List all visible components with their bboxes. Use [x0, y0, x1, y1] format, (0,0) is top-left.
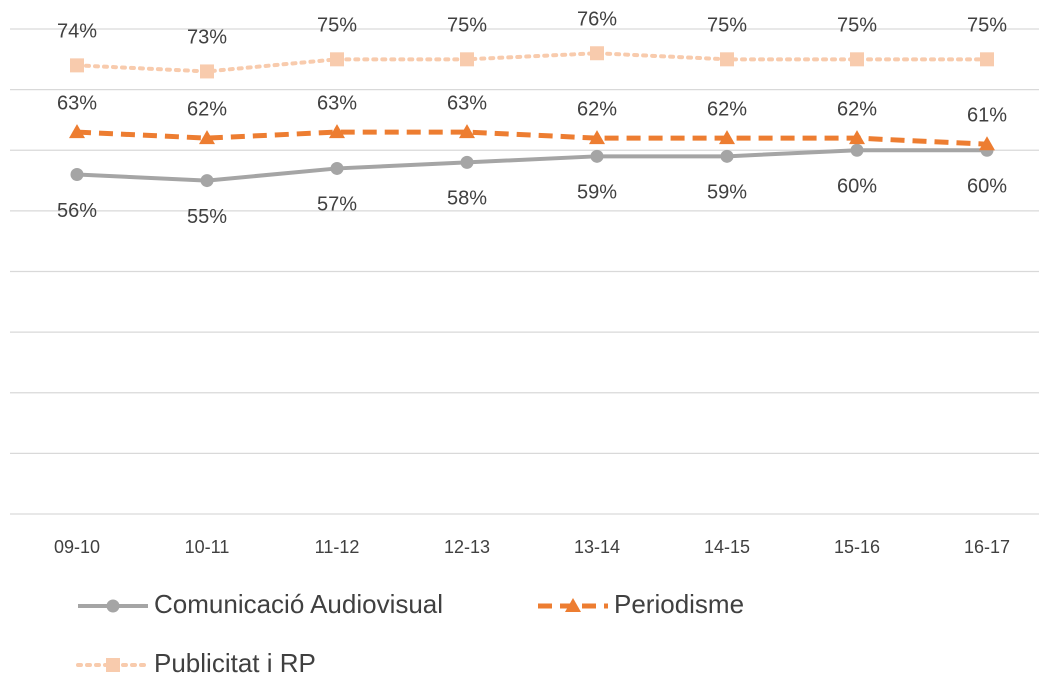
data-label: 63%: [317, 92, 357, 114]
point: [330, 52, 344, 67]
point: [329, 124, 345, 139]
data-label: 75%: [707, 15, 747, 37]
x-tick-label: 13-14: [574, 537, 620, 557]
point: [70, 58, 84, 73]
data-label: 59%: [707, 182, 747, 204]
point: [979, 136, 995, 151]
point: [200, 174, 214, 188]
x-tick-label: 15-16: [834, 537, 880, 557]
x-tick-label: 10-11: [185, 537, 230, 557]
point: [980, 52, 994, 67]
point: [69, 124, 85, 139]
data-label: 60%: [837, 176, 877, 198]
x-tick-label: 09-10: [54, 537, 100, 557]
data-label: 56%: [57, 200, 97, 222]
data-label: 63%: [57, 92, 97, 114]
point: [720, 149, 734, 163]
series-line: [76, 129, 988, 147]
point: [199, 130, 215, 145]
point: [590, 46, 604, 61]
data-label: 61%: [967, 104, 1007, 126]
data-label: 63%: [447, 92, 487, 114]
legend-label: Comunicació Audiovisual: [154, 589, 443, 619]
point: [590, 149, 604, 163]
point: [720, 52, 734, 67]
data-label: 58%: [447, 188, 487, 210]
point: [459, 124, 475, 139]
point: [589, 130, 605, 145]
legend-marker: [106, 599, 120, 613]
point: [460, 155, 474, 169]
data-label: 62%: [187, 98, 227, 120]
legend-marker: [106, 658, 120, 672]
data-label: 57%: [317, 194, 357, 216]
data-label: 59%: [577, 182, 617, 204]
series-line: [76, 148, 987, 183]
legend-label: Periodisme: [614, 589, 744, 619]
x-tick-label: 14-15: [704, 537, 750, 557]
point: [330, 161, 344, 175]
legend-marker: [565, 598, 581, 612]
point: [200, 64, 214, 79]
x-tick-label: 16-17: [964, 537, 1010, 557]
point: [460, 52, 474, 67]
data-label: 75%: [447, 15, 487, 37]
data-label: 75%: [317, 15, 357, 37]
series-line: [75, 51, 989, 74]
point: [70, 168, 84, 181]
data-label: 62%: [707, 98, 747, 120]
data-label: 76%: [577, 9, 617, 31]
data-label: 55%: [187, 206, 227, 228]
data-label: 62%: [577, 98, 617, 120]
x-tick-label: 12-13: [444, 537, 490, 557]
data-label: 62%: [837, 98, 877, 120]
x-tick-label: 11-12: [315, 537, 360, 557]
point: [719, 130, 735, 145]
data-label: 74%: [57, 21, 97, 43]
data-label: 75%: [967, 15, 1007, 37]
point: [850, 52, 864, 67]
point: [850, 143, 864, 157]
legend-label: Publicitat i RP: [154, 648, 316, 678]
data-label: 73%: [187, 27, 227, 49]
data-label: 75%: [837, 15, 877, 37]
data-label: 60%: [967, 176, 1007, 198]
point: [849, 130, 865, 145]
